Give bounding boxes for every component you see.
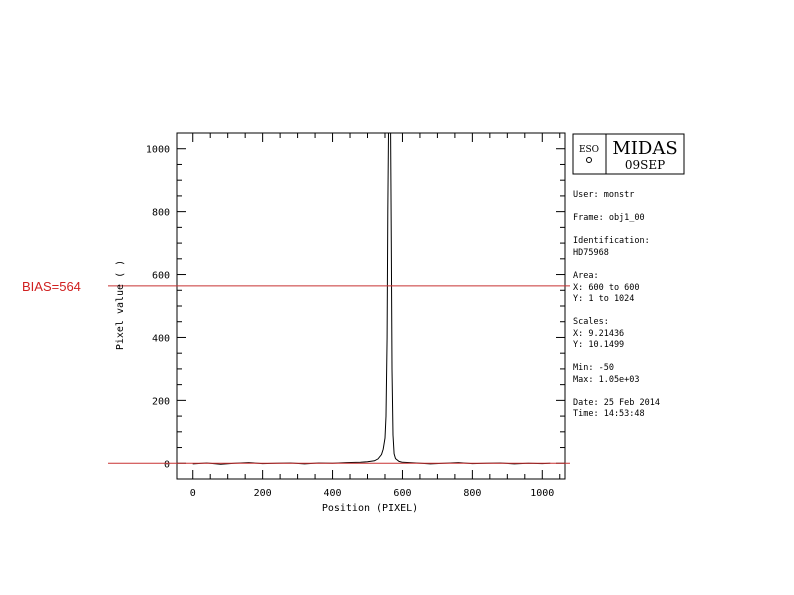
x-tick-label: 200 — [254, 488, 272, 499]
info-area-label: Area: — [573, 271, 599, 281]
y-axis-label: Pixel value ( ) — [115, 260, 126, 350]
info-min: Min: -50 — [573, 363, 614, 373]
y-tick-label: 600 — [152, 271, 170, 282]
midas-date: 09SEP — [625, 158, 665, 172]
y-tick-label: 800 — [152, 208, 170, 219]
y-tick-label: 1000 — [146, 145, 170, 156]
info-area-x: X: 600 to 600 — [573, 283, 640, 293]
info-scales-y: Y: 10.1499 — [573, 340, 624, 350]
x-axis-label: Position (PIXEL) — [322, 503, 418, 514]
x-tick-label: 400 — [324, 488, 342, 499]
series-layer — [192, 132, 551, 465]
info-user: User: monstr — [573, 190, 634, 200]
info-panel: User: monstr Frame: obj1_00 Identificati… — [573, 190, 660, 419]
y-tick-label: 0 — [164, 459, 170, 470]
y-tick-label: 400 — [152, 333, 170, 344]
x-tick-label: 600 — [393, 488, 411, 499]
eso-logo-mark — [586, 157, 592, 163]
midas-logo: ESO MIDAS 09SEP — [572, 133, 685, 175]
reference-lines: BIAS=564 — [22, 279, 570, 464]
midas-title: MIDAS — [612, 138, 677, 159]
logo-frame — [572, 133, 685, 175]
info-frame: Frame: obj1_00 — [573, 213, 645, 223]
x-axis: 0 200 400 600 800 1000 — [190, 133, 561, 499]
info-identification-label: Identification: — [573, 236, 650, 246]
info-max: Max: 1.05e+03 — [573, 375, 640, 385]
info-area-y: Y: 1 to 1024 — [573, 294, 634, 304]
x-tick-label: 800 — [463, 488, 481, 499]
x-tick-label: 1000 — [530, 488, 554, 499]
info-time: Time: 14:53:48 — [573, 409, 645, 419]
info-scales-label: Scales: — [573, 317, 609, 327]
info-scales-x: X: 9.21436 — [573, 329, 624, 339]
plot-frame — [176, 132, 566, 480]
y-tick-label: 200 — [152, 396, 170, 407]
spectrum-line — [192, 132, 551, 465]
eso-logo-text: ESO — [579, 145, 599, 155]
y-axis: 0 200 400 600 800 1000 — [146, 132, 565, 480]
x-tick-label: 0 — [190, 488, 196, 499]
info-identification-value: HD75968 — [573, 248, 609, 258]
info-date: Date: 25 Feb 2014 — [573, 398, 660, 408]
bias-label: BIAS=564 — [22, 279, 81, 294]
